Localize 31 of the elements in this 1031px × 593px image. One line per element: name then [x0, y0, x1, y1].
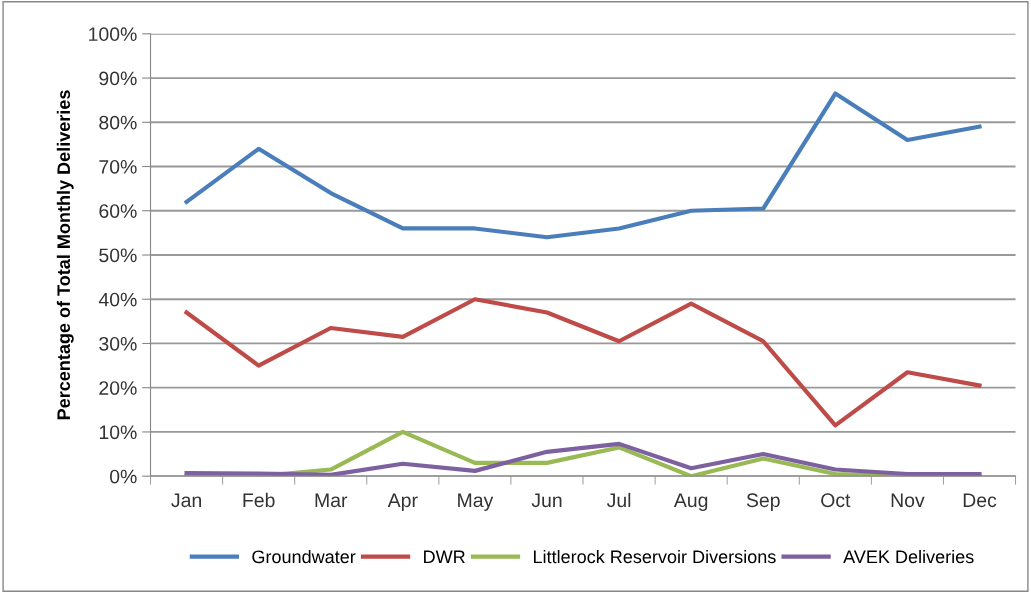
y-tick-label: 100%	[89, 27, 137, 42]
y-tick-label: 20%	[99, 381, 137, 395]
legend-label: Littlerock Reservoir Diversions	[533, 549, 776, 564]
legend-label: AVEK Deliveries	[843, 549, 974, 564]
x-tick-label: Sep	[746, 493, 780, 511]
x-tick-label: Oct	[821, 493, 851, 508]
x-tick-label: Aug	[673, 493, 708, 511]
x-tick-label: Dec	[963, 493, 997, 508]
line-series	[184, 91, 982, 240]
legend-label: Groundwater	[252, 549, 356, 564]
y-tick-label: 30%	[99, 336, 137, 351]
x-tick-label: Jan	[171, 493, 201, 508]
line-series	[184, 297, 982, 428]
x-tick-label: Apr	[387, 493, 418, 511]
x-tick-label: Feb	[243, 492, 275, 508]
legend-label: DWR	[424, 550, 465, 564]
y-tick-label: 40%	[98, 292, 137, 307]
x-tick-label: Mar	[315, 493, 348, 508]
x-tick-label: Nov	[891, 493, 925, 508]
y-tick-label: 80%	[99, 115, 137, 130]
y-tick-label: 60%	[99, 204, 137, 218]
y-tick-label: 90%	[99, 71, 137, 86]
x-tick-label: Jul	[606, 492, 631, 508]
y-tick-label: 50%	[99, 248, 137, 263]
y-tick-label: 70%	[99, 159, 137, 174]
y-tick-label: 10%	[99, 425, 137, 440]
line-series	[184, 441, 982, 477]
x-tick-label: Jun	[531, 493, 562, 508]
x-tick-label: May	[458, 493, 494, 511]
y-tick-label: 0%	[109, 469, 137, 484]
y-axis-title: Percentage of Total Monthly Deliveries	[56, 90, 74, 420]
